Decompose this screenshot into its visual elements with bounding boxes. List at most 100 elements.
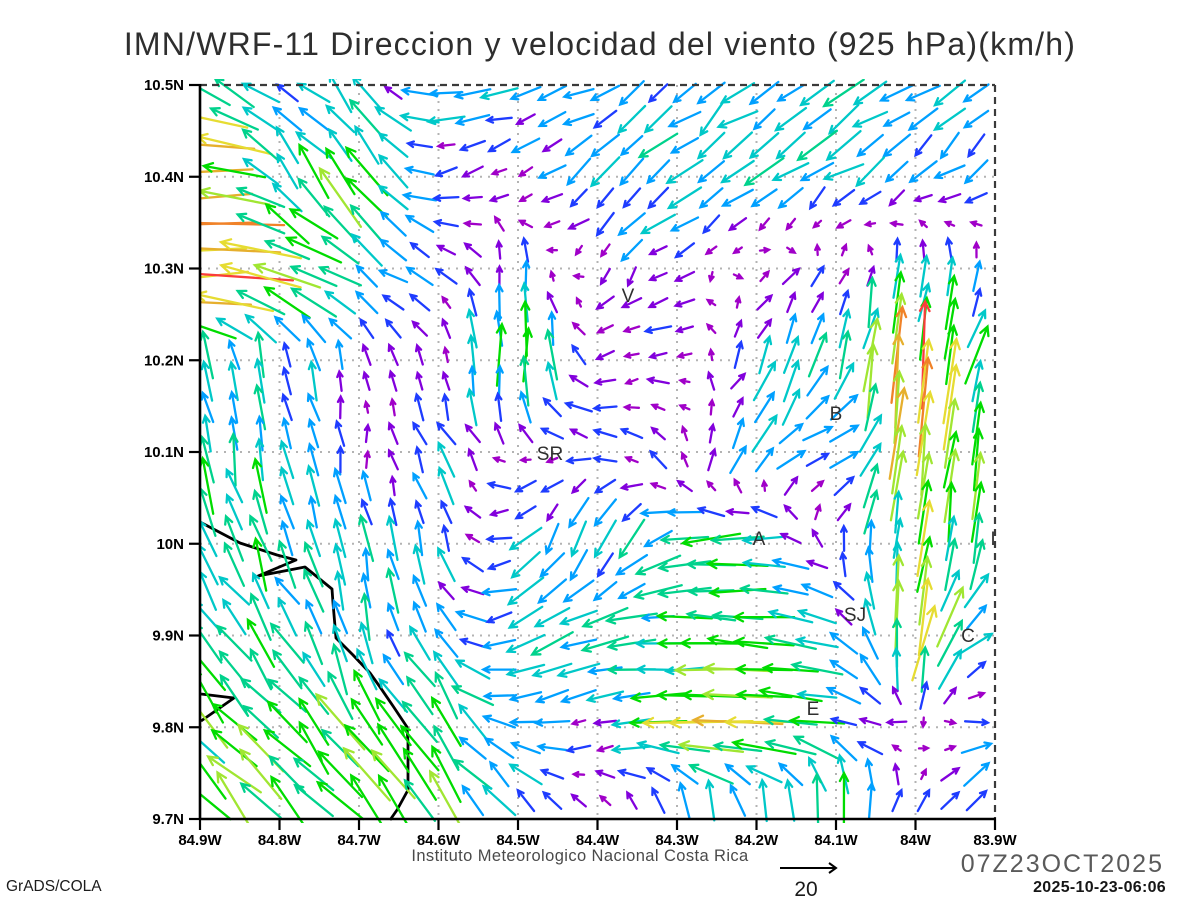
wind-vector <box>533 606 571 628</box>
wind-vector <box>241 106 280 132</box>
wind-vector <box>595 744 614 753</box>
wind-vector <box>467 447 478 472</box>
wind-vector <box>303 540 324 588</box>
wind-vector <box>669 136 700 154</box>
wind-vector <box>484 115 513 124</box>
wind-vector <box>933 164 966 180</box>
wind-vector <box>733 339 744 370</box>
wind-vector <box>271 105 303 132</box>
wind-vector <box>298 720 330 775</box>
wind-vector <box>569 188 588 208</box>
x-tick-label: 83.9W <box>973 832 1017 849</box>
wind-vector <box>263 239 311 261</box>
wind-vector <box>782 334 800 374</box>
wind-vector <box>296 82 331 104</box>
wind-vector <box>763 739 817 756</box>
wind-vector <box>452 758 493 790</box>
wind-vector <box>320 235 360 265</box>
wind-vector <box>541 138 563 153</box>
wind-vector <box>614 553 649 576</box>
wind-vector <box>289 265 338 288</box>
wind-vector <box>199 791 232 821</box>
wind-vector <box>634 554 682 576</box>
wind-vector <box>657 560 712 573</box>
wind-vector <box>839 523 848 552</box>
wind-vector <box>610 744 653 754</box>
wind-vector <box>464 423 481 444</box>
wind-vector <box>200 359 214 402</box>
wind-vector <box>884 160 909 183</box>
wind-vector <box>722 131 754 160</box>
wind-vector <box>919 253 931 298</box>
wind-vector <box>862 316 882 393</box>
wind-vector <box>730 738 797 756</box>
wind-vector <box>405 140 434 149</box>
wind-vector <box>216 770 250 823</box>
station-label-v: V <box>622 286 635 307</box>
wind-vector <box>892 369 905 445</box>
wind-vector <box>943 397 960 469</box>
wind-vector <box>888 189 906 207</box>
wind-vector <box>891 291 907 365</box>
wind-vector <box>730 372 747 390</box>
wind-vector <box>437 581 455 601</box>
wind-vector <box>960 741 994 754</box>
wind-vector <box>862 462 880 509</box>
wind-vector <box>733 318 743 338</box>
wind-vector <box>856 133 884 158</box>
wind-vector <box>802 108 832 131</box>
wind-vector <box>539 768 565 780</box>
wind-vector <box>623 456 639 464</box>
wind-vector <box>549 269 556 282</box>
wind-vector <box>919 238 927 261</box>
wind-vector <box>771 584 809 596</box>
wind-vector <box>227 360 239 402</box>
wind-vector <box>971 286 983 317</box>
wind-vector <box>595 324 614 334</box>
wind-vector <box>240 82 281 104</box>
wind-vector <box>773 106 808 132</box>
y-tick-label: 9.9N <box>152 628 184 645</box>
wind-vector <box>199 651 227 692</box>
wind-vector <box>402 747 438 801</box>
wind-vector <box>649 481 667 490</box>
wind-vector <box>405 266 434 287</box>
wind-vector <box>388 369 398 392</box>
wind-vector <box>306 463 321 507</box>
y-tick-label: 10N <box>156 536 184 553</box>
wind-vector <box>920 716 927 730</box>
wind-vector <box>412 600 427 633</box>
wind-vector <box>814 242 821 257</box>
wind-vector <box>303 620 324 666</box>
coastline <box>199 520 410 821</box>
x-tick-label: 84.6W <box>417 832 461 849</box>
wind-vector <box>580 635 630 653</box>
wind-vector <box>751 413 778 453</box>
wind-vector <box>199 708 229 749</box>
reference-arrow-label: 20 <box>794 878 817 900</box>
wind-vector <box>741 535 787 545</box>
wind-vector <box>441 392 450 422</box>
wind-vector <box>328 79 353 114</box>
wind-vector <box>732 636 795 648</box>
wind-vector <box>916 498 934 578</box>
wind-vector <box>386 628 401 657</box>
wind-vector <box>589 156 621 188</box>
wind-vector <box>942 429 960 489</box>
wind-vector <box>937 648 963 690</box>
wind-vector <box>509 85 542 101</box>
wind-vector <box>517 219 534 229</box>
wind-vector <box>332 517 347 559</box>
wind-vector <box>281 416 292 450</box>
wind-vector <box>784 778 796 822</box>
wind-vector <box>758 217 771 232</box>
wind-vector <box>279 493 295 530</box>
wind-vector <box>488 508 509 517</box>
wind-vector <box>698 187 724 209</box>
wind-vector <box>450 685 495 707</box>
wind-vector <box>374 696 412 747</box>
wind-vector <box>284 236 343 264</box>
wind-vector <box>829 734 858 762</box>
wind-vector <box>796 690 838 700</box>
wind-vector <box>508 691 543 703</box>
